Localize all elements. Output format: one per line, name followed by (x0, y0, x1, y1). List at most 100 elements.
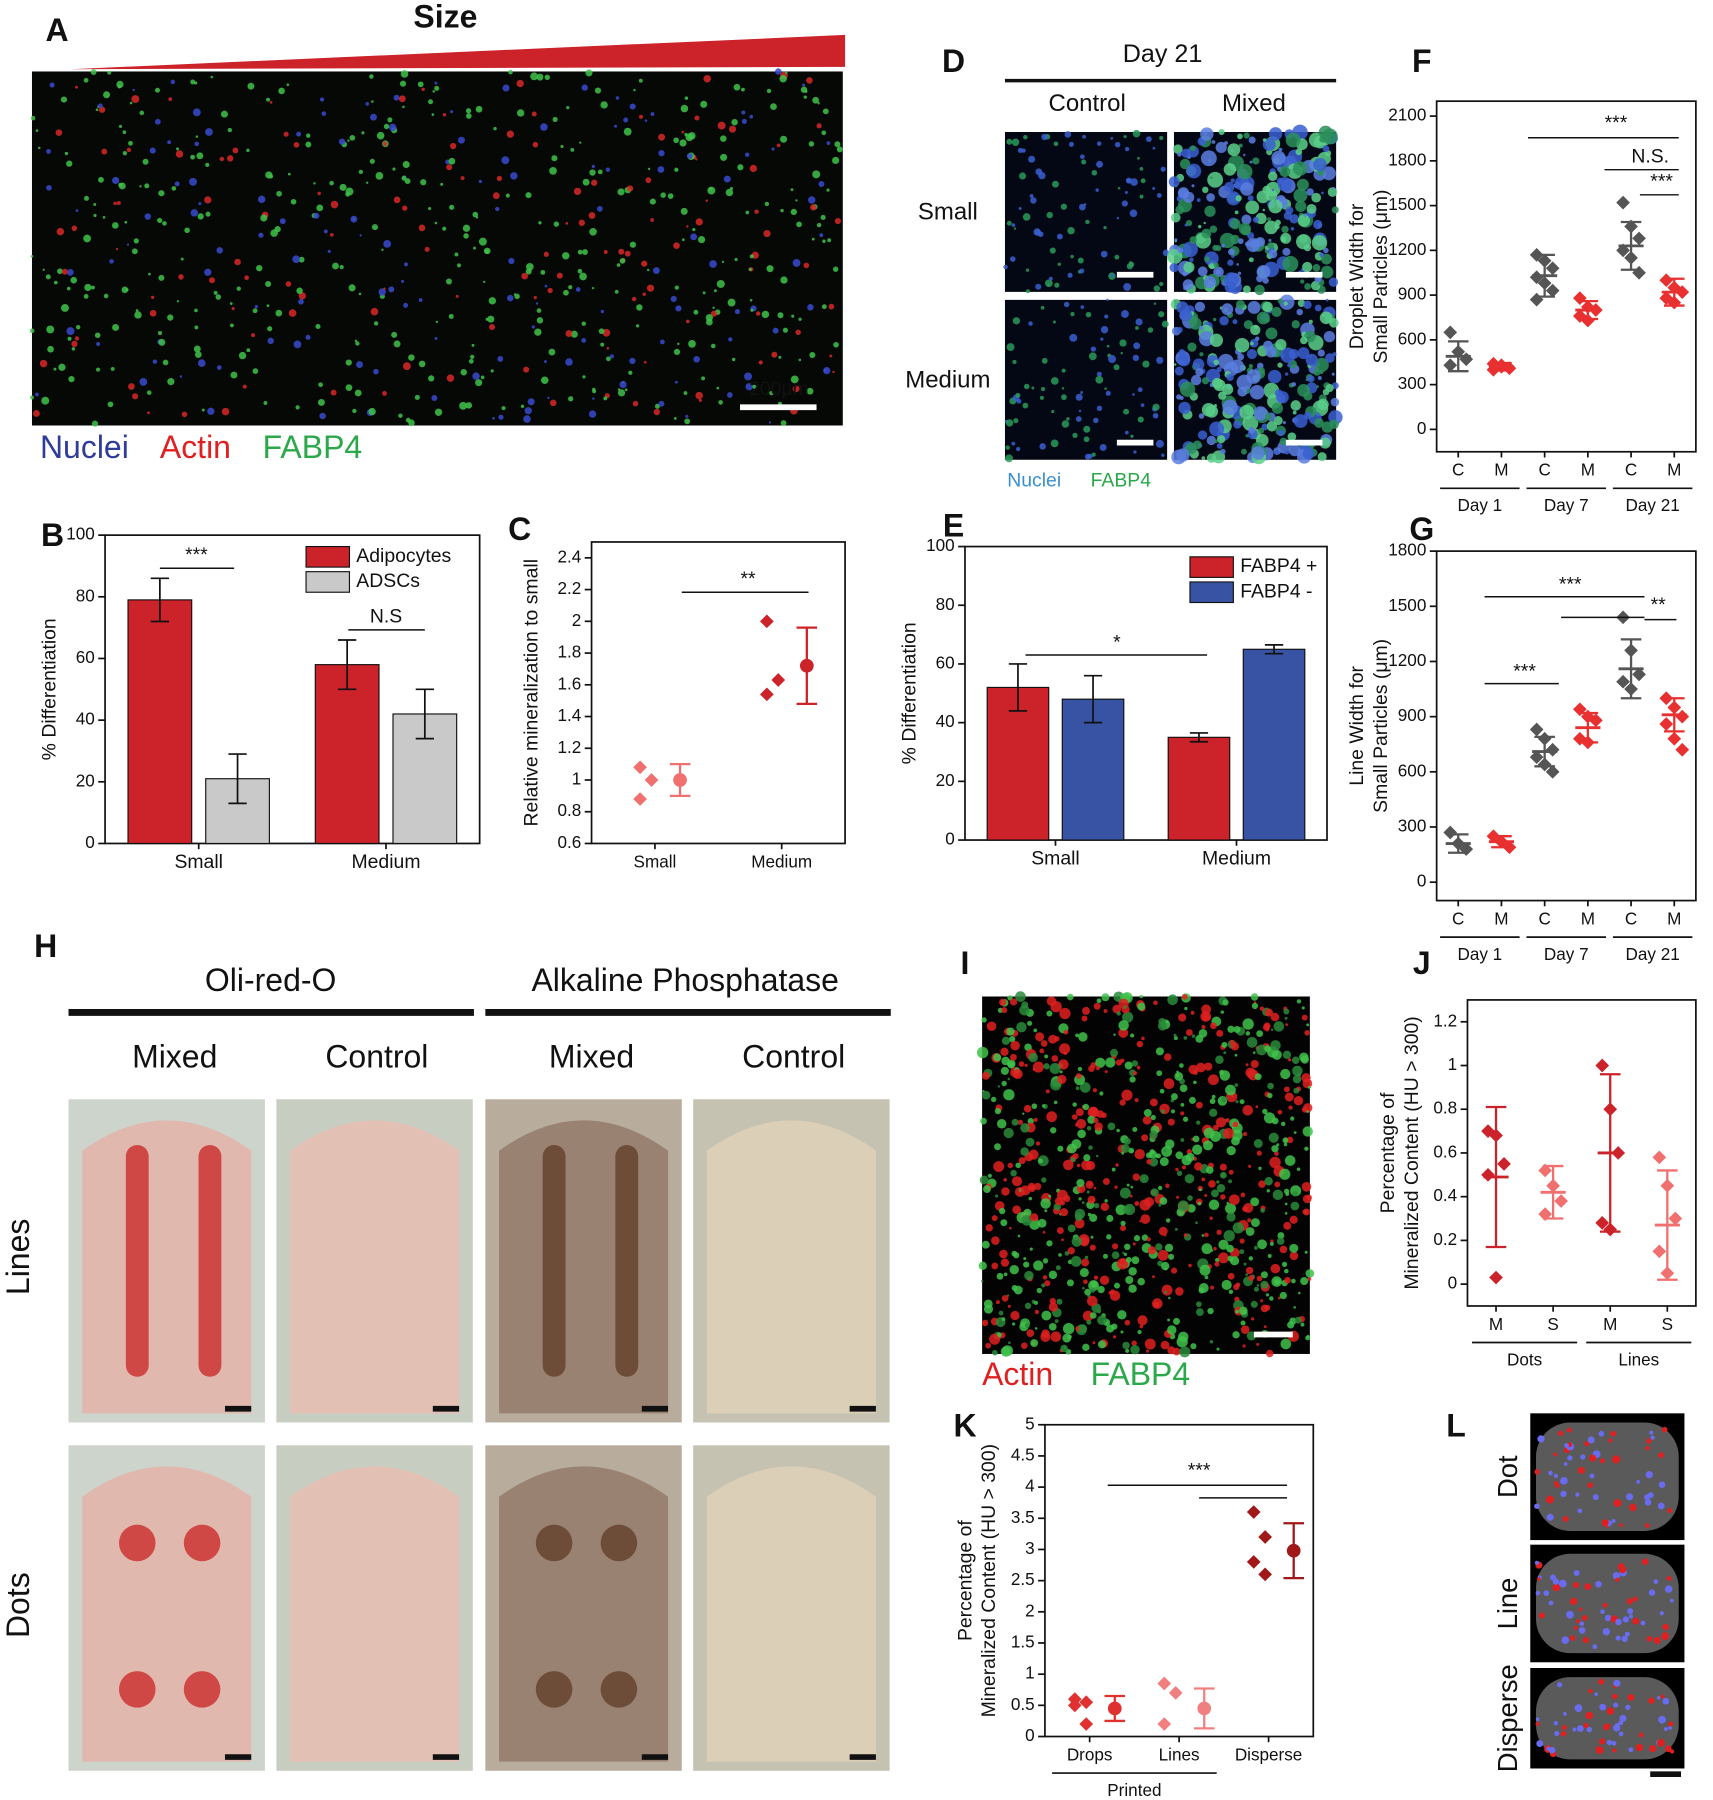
cell (1611, 1740, 1617, 1746)
y-tick-label: 2 (572, 611, 582, 630)
cell (1248, 364, 1253, 369)
cell (1093, 1202, 1100, 1209)
row-label: Small (918, 198, 978, 225)
cell (1598, 1430, 1605, 1437)
cell (1120, 351, 1123, 355)
y-axis-label: Small Particles (μm) (1370, 639, 1392, 813)
cell (1064, 131, 1072, 138)
cell (1303, 1103, 1313, 1113)
cell (38, 146, 41, 150)
cell (313, 182, 316, 185)
cell (1202, 186, 1209, 194)
cell (575, 287, 581, 292)
cell (1153, 1301, 1160, 1308)
cell (421, 87, 425, 92)
cell (1219, 1069, 1225, 1075)
y-axis-label: Droplet Width for (1346, 203, 1368, 349)
cell (1300, 336, 1308, 345)
cell (1269, 1241, 1274, 1246)
cell (315, 323, 321, 330)
cell (33, 410, 40, 417)
cell (1019, 1004, 1030, 1016)
cell (1297, 214, 1311, 227)
cell (1016, 398, 1022, 404)
cell (1183, 1233, 1188, 1238)
cell (1594, 1692, 1598, 1696)
cell (194, 351, 202, 358)
cell (605, 167, 611, 172)
cell (728, 125, 737, 133)
cell (992, 1349, 998, 1356)
cell (1191, 1034, 1196, 1038)
cell (1275, 338, 1287, 351)
data-point (1497, 1157, 1511, 1171)
cell (1282, 421, 1286, 425)
cell (1077, 1066, 1083, 1072)
cell (1221, 1041, 1228, 1048)
cell (1615, 1618, 1622, 1626)
cell (1288, 444, 1301, 457)
y-axis-label: Mineralized Content (HU > 300) (1401, 1016, 1423, 1289)
cell (808, 141, 815, 147)
cell (1236, 263, 1239, 266)
cell (57, 268, 63, 275)
cell (465, 108, 472, 114)
cell (1062, 1322, 1075, 1335)
cell (1139, 994, 1143, 999)
data-point (1595, 1216, 1610, 1230)
cell (1247, 300, 1261, 314)
cell (1223, 1127, 1234, 1139)
cell (547, 287, 553, 294)
cell (1015, 991, 1026, 1002)
y-tick-label: 1500 (1388, 596, 1426, 615)
cell (176, 147, 180, 151)
cell (1283, 1008, 1290, 1015)
cell (71, 347, 76, 351)
x-tick-label: Medium (751, 852, 812, 871)
cell (1566, 1427, 1572, 1433)
y-axis-label: Line Width for (1346, 665, 1368, 785)
cell (1229, 218, 1241, 230)
cell (1102, 1253, 1108, 1259)
cell (1206, 1015, 1211, 1021)
cell (1007, 1077, 1011, 1081)
cell (215, 294, 222, 300)
data-point (1581, 313, 1595, 328)
x-tick-label: M (1489, 1315, 1503, 1334)
cell (1011, 1118, 1019, 1126)
cell (1176, 1336, 1188, 1348)
cell (1271, 402, 1284, 414)
cell (976, 1046, 989, 1059)
cell (1584, 1583, 1592, 1591)
cell (1142, 360, 1150, 368)
cell (1056, 1298, 1063, 1305)
cell (614, 124, 618, 128)
cell (1090, 346, 1097, 352)
cell (446, 374, 455, 382)
panel-letter: E (943, 508, 964, 544)
cell (645, 177, 652, 184)
cell (1284, 1155, 1296, 1166)
cell (1130, 1185, 1134, 1189)
cell (1277, 429, 1285, 437)
cell (1083, 203, 1087, 206)
cell (1106, 344, 1110, 348)
data-point (1588, 713, 1603, 728)
cell (1291, 382, 1297, 387)
cell (1200, 127, 1214, 141)
cell (1253, 1245, 1258, 1250)
cell (1296, 178, 1309, 191)
cell (1314, 304, 1322, 312)
cell (1167, 1118, 1175, 1126)
data-point (1675, 742, 1690, 757)
x-tick-label: C (1452, 461, 1464, 480)
cell (30, 395, 34, 400)
cell (329, 232, 334, 237)
cell (592, 397, 595, 400)
cell (1227, 1025, 1235, 1033)
cell (98, 176, 104, 183)
cell (501, 406, 506, 411)
cell (1560, 1490, 1567, 1498)
cell (1254, 284, 1265, 296)
cell (1262, 1108, 1268, 1115)
